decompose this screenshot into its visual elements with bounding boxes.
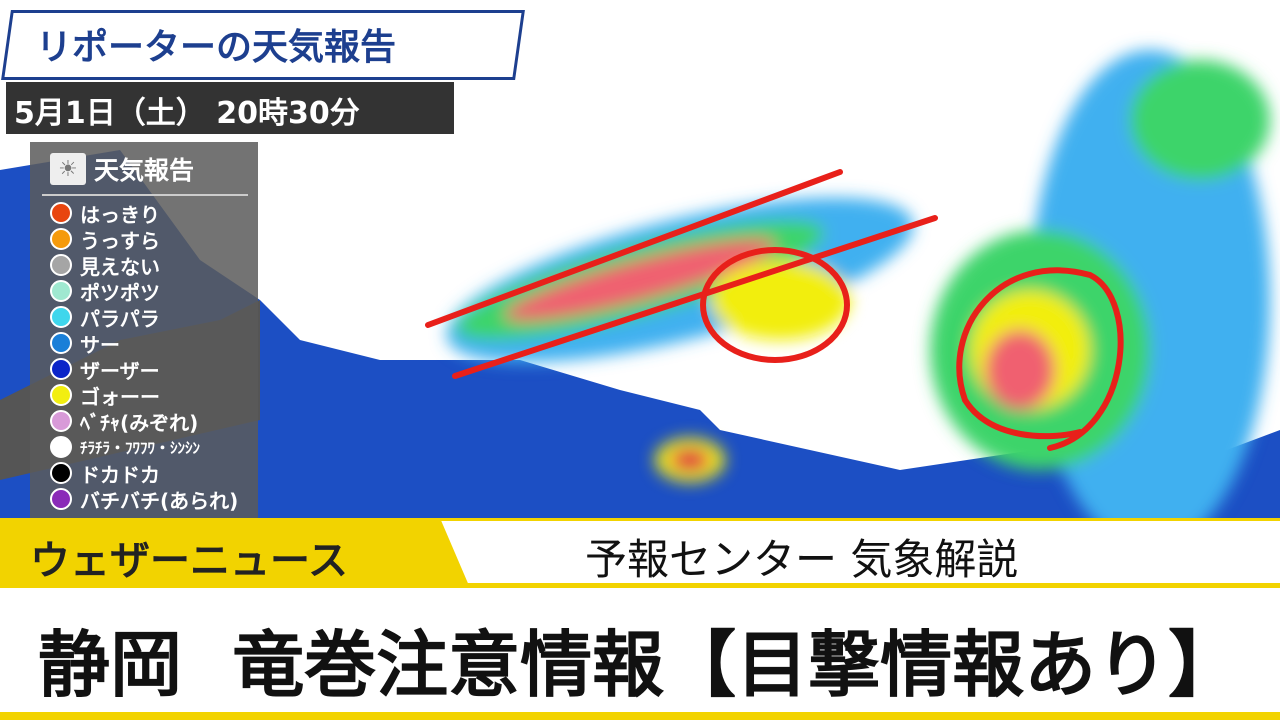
legend-item-label: ザーザー <box>80 358 160 383</box>
legend-item: 見えない <box>30 252 258 279</box>
legend-item-label: ポツポツ <box>80 280 160 305</box>
program-subtitle: 予報センター 気象解説 <box>585 535 1019 584</box>
legend-item-label: パラパラ <box>80 306 160 331</box>
legend-item-label: うっすら <box>80 228 160 253</box>
legend-item: ドカドカ <box>30 460 258 487</box>
legend-color-dot <box>50 488 72 510</box>
datetime: 5月1日（土） 20時30分 <box>14 96 360 131</box>
legend-item: はっきり <box>30 200 258 227</box>
rain-echo <box>446 50 1270 520</box>
radar-map <box>0 50 1280 520</box>
legend-item-label: 見えない <box>80 254 160 279</box>
legend-color-dot <box>50 254 72 276</box>
legend-item: ザーザー <box>30 356 258 383</box>
headline: 静岡 竜巻注意情報【目撃情報あり】 <box>38 623 1241 707</box>
legend-item-label: サー <box>80 332 120 357</box>
legend-color-dot <box>50 332 72 354</box>
datetime-banner <box>6 82 454 134</box>
sea-area <box>0 150 1280 520</box>
legend-color-dot <box>50 306 72 328</box>
legend-item-label: バチバチ(あられ) <box>80 488 239 513</box>
legend-item-label: ゴォーー <box>80 384 160 409</box>
brand-label: ウェザーニュース <box>30 538 348 584</box>
brand-banner <box>0 518 470 588</box>
legend-color-dot <box>50 384 72 406</box>
legend-color-dot <box>50 410 72 432</box>
legend-item-label: はっきり <box>80 202 160 227</box>
legend-item: バチバチ(あられ) <box>30 486 258 513</box>
legend-color-dot <box>50 228 72 250</box>
legend-item: ﾍﾞﾁｬ(みぞれ) <box>30 408 258 435</box>
headline-bar <box>0 590 1280 720</box>
legend-color-dot <box>50 462 72 484</box>
legend-item: ﾁﾗﾁﾗ・ﾌﾜﾌﾜ・ｼﾝｼﾝ <box>30 434 258 460</box>
legend-title: 天気報告 <box>94 156 195 185</box>
legend-item-label: ドカドカ <box>80 462 160 487</box>
legend-item-label: ﾁﾗﾁﾗ・ﾌﾜﾌﾜ・ｼﾝｼﾝ <box>80 438 201 457</box>
legend-item: サー <box>30 330 258 357</box>
legend-color-dot <box>50 436 72 458</box>
sun-icon: ☀ <box>50 153 86 185</box>
legend-item: ポツポツ <box>30 278 258 305</box>
legend-item-label: ﾍﾞﾁｬ(みぞれ) <box>80 410 199 435</box>
annotation-marks <box>425 169 1124 451</box>
legend-color-dot <box>50 280 72 302</box>
page-title: リポーターの天気報告 <box>36 27 397 68</box>
legend-color-dot <box>50 358 72 380</box>
weather-report-legend: ☀ 天気報告 はっきり うっすら 見えない ポツポツ パラパラ サー ザーザー ゴォーー ﾍﾞﾁ… <box>30 142 258 520</box>
legend-color-dot <box>50 202 72 224</box>
legend-item: うっすら <box>30 226 258 253</box>
legend-item: パラパラ <box>30 304 258 331</box>
legend-divider <box>42 194 248 196</box>
legend-item: ゴォーー <box>30 382 258 409</box>
